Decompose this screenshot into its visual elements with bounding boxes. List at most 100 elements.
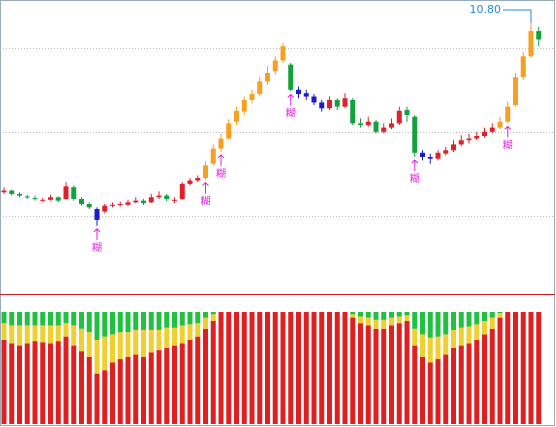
indicator-bar (381, 312, 387, 320)
indicator-bar (63, 323, 69, 337)
indicator-bar (94, 340, 100, 374)
indicator-bar (319, 312, 325, 424)
candle-body (125, 202, 131, 205)
indicator-bar (17, 325, 22, 346)
indicator-bar (141, 329, 146, 357)
candle-body (435, 152, 441, 159)
indicator-bar (451, 329, 456, 348)
indicator-bar (187, 324, 193, 340)
indicator-bar (288, 312, 294, 424)
indicator-bar (179, 325, 185, 344)
indicator-bar (350, 314, 356, 318)
indicator-bar (420, 356, 425, 424)
indicator-bar (381, 319, 387, 329)
indicator-bar (86, 356, 92, 424)
indicator-bar (241, 312, 247, 424)
indicator-bar (303, 312, 309, 424)
signal-arrow (287, 93, 295, 106)
indicator-bar (17, 345, 22, 424)
indicator-bar (195, 336, 201, 424)
candle-body (141, 200, 146, 204)
candle-body (358, 123, 363, 126)
indicator-bar (381, 328, 387, 424)
indicator-bar (148, 312, 154, 330)
indicator-bar (102, 312, 108, 337)
candle-body (265, 73, 270, 82)
candle-body (489, 127, 495, 132)
indicator-bar (389, 325, 394, 424)
indicator-bar (373, 312, 379, 320)
indicator-bar (474, 340, 480, 424)
signal-arrow (93, 228, 101, 240)
indicator-bar (412, 328, 418, 346)
indicator-bar (257, 312, 263, 424)
candle-body (210, 148, 216, 164)
indicator-bar (404, 315, 410, 321)
candle-body (443, 150, 449, 154)
candle-body (55, 197, 61, 201)
indicator-bar (110, 362, 115, 424)
candle-body (458, 140, 464, 145)
candle-body (319, 102, 325, 109)
indicator-bar (412, 345, 418, 424)
indicator-bar (63, 336, 69, 424)
indicator-bar (156, 350, 162, 424)
indicator-bar (117, 359, 123, 424)
indicator-bar (458, 312, 464, 328)
candle-body (203, 165, 208, 178)
indicator-bar (458, 345, 464, 424)
indicator-bar (133, 312, 139, 330)
indicator-bar (71, 325, 77, 346)
candle-body (420, 152, 425, 157)
indicator-bar (141, 312, 146, 330)
candle-body (257, 81, 263, 95)
indicator-bar (389, 317, 394, 326)
signal-arrow (217, 154, 225, 166)
candle-body (334, 99, 340, 107)
indicator-bar (203, 317, 208, 329)
candle-body (164, 195, 170, 199)
candle-body (327, 99, 332, 109)
indicator-bar (117, 332, 123, 360)
candle-body (195, 177, 201, 181)
indicator-bar (133, 354, 139, 424)
indicator-bar (528, 312, 534, 424)
indicator-bar (420, 312, 425, 335)
candle-body (179, 183, 185, 199)
candle-body (528, 31, 534, 57)
candle-body (365, 121, 371, 126)
indicator-bar (148, 352, 154, 424)
candle-body (94, 209, 100, 220)
price-leader (503, 9, 532, 23)
indicator-bar (474, 312, 480, 325)
indicator-bar (32, 325, 38, 342)
indicator-bar (482, 334, 487, 424)
signal-label: 糊 (92, 241, 102, 254)
indicator-bar (71, 345, 77, 424)
indicator-bar (110, 334, 115, 363)
indicator-bar (489, 317, 495, 329)
indicator-bar (513, 312, 518, 424)
signal-label: 糊 (286, 107, 296, 120)
indicator-bar (9, 312, 15, 326)
signal-arrow (202, 181, 209, 194)
indicator-bar (48, 343, 53, 424)
signal-label: 糊 (201, 195, 211, 208)
indicator-bar (40, 342, 46, 424)
indicator-bar (102, 336, 108, 371)
indicator-bar (48, 325, 53, 344)
indicator-bar (1, 323, 7, 340)
candle-body (520, 56, 526, 78)
indicator-bar (164, 327, 170, 348)
indicator-bar (179, 343, 185, 424)
indicator-bar (536, 312, 542, 424)
candle-body (451, 144, 456, 151)
indicator-bar (365, 325, 371, 424)
indicator-bar (427, 337, 433, 363)
indicator-bar (102, 370, 108, 424)
indicator-bar (195, 323, 201, 337)
candle-body (342, 98, 348, 107)
indicator-bar (389, 312, 394, 318)
